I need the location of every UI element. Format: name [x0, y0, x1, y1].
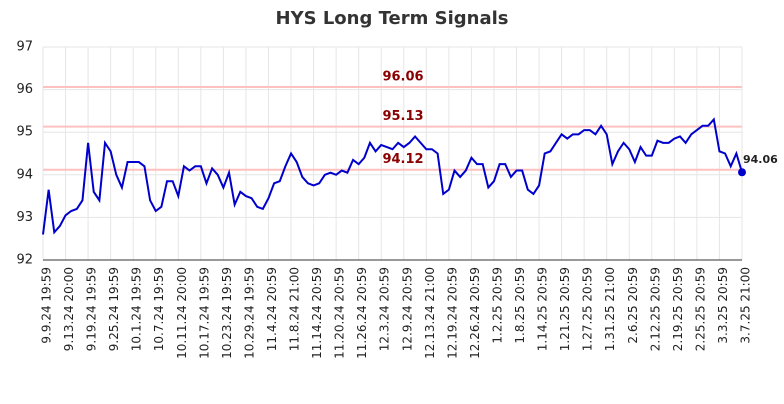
x-tick-label: 1.31.25 21:00	[603, 267, 617, 351]
x-tick-label: 9.9.24 19:59	[40, 267, 54, 344]
x-tick-label: 10.11.24 20:00	[175, 267, 189, 359]
y-tick-label: 93	[16, 210, 33, 225]
x-tick-label: 10.23.24 19:59	[220, 267, 234, 359]
x-tick-label: 3.3.25 20:59	[716, 267, 730, 344]
y-tick-label: 92	[16, 253, 33, 268]
x-tick-label: 11.20.24 20:59	[333, 267, 347, 359]
x-tick-label: 12.26.24 20:59	[468, 267, 482, 359]
x-tick-label: 9.13.24 20:00	[62, 267, 76, 351]
signal-label: 96.06	[382, 70, 423, 85]
x-tick-label: 11.26.24 20:59	[355, 267, 369, 359]
x-tick-label: 12.9.24 20:59	[400, 267, 414, 351]
x-tick-label: 1.21.25 20:59	[558, 267, 572, 351]
x-tick-label: 12.19.24 20:59	[445, 267, 459, 359]
x-tick-label: 10.17.24 19:59	[197, 267, 211, 359]
x-tick-label: 2.25.25 20:59	[693, 267, 707, 351]
chart-title: HYS Long Term Signals	[276, 8, 509, 29]
x-tick-label: 12.3.24 20:59	[378, 267, 392, 351]
x-tick-label: 1.14.25 20:59	[536, 267, 550, 351]
x-tick-label: 9.19.24 19:59	[85, 267, 99, 351]
x-tick-label: 2.12.25 20:59	[648, 267, 662, 351]
y-tick-label: 97	[16, 40, 33, 55]
x-tick-label: 11.4.24 20:59	[265, 267, 279, 351]
signal-label: 95.13	[382, 109, 423, 124]
x-tick-label: 9.25.24 19:59	[107, 267, 121, 351]
x-tick-label: 11.14.24 20:59	[310, 267, 324, 359]
price-line	[42, 117, 743, 235]
x-tick-label: 3.7.25 21:00	[739, 267, 753, 344]
x-tick-label: 2.6.25 20:59	[626, 267, 640, 344]
last-value-label: 94.06	[743, 153, 778, 166]
x-tick-label: 12.13.24 21:00	[423, 267, 437, 359]
x-tick-label: 2.19.25 20:59	[671, 267, 685, 351]
x-tick-label: 10.1.24 19:59	[130, 267, 144, 351]
last-point	[738, 168, 746, 177]
y-tick-label: 95	[16, 125, 33, 140]
y-tick-label: 96	[16, 82, 33, 97]
x-tick-label: 11.8.24 21:00	[288, 267, 302, 351]
x-tick-label: 10.29.24 19:59	[242, 267, 256, 359]
signal-label: 94.12	[382, 152, 423, 167]
x-tick-label: 1.2.25 20:59	[490, 267, 504, 344]
x-tick-label: 1.27.25 20:59	[581, 267, 595, 351]
x-tick-label: 1.8.25 20:59	[513, 267, 527, 344]
x-tick-label: 10.7.24 19:59	[152, 267, 166, 351]
y-tick-label: 94	[16, 167, 33, 182]
